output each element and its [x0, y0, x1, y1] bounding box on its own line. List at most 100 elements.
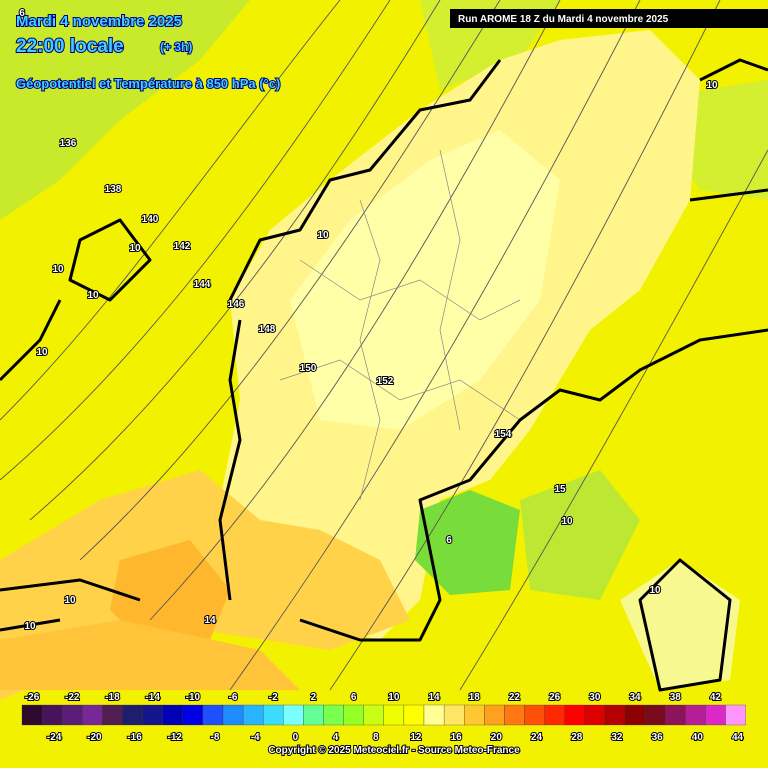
scale-label: 8: [373, 732, 379, 743]
scale-label: -16: [127, 732, 142, 743]
scale-label: -18: [105, 692, 120, 703]
scale-swatch: [62, 704, 83, 726]
scale-swatch: [283, 704, 304, 726]
contour-label: 6: [446, 535, 452, 546]
contour-label: 154: [495, 429, 512, 440]
scale-swatch: [41, 704, 63, 726]
scale-label: -6: [229, 692, 238, 703]
contour-label: 10: [317, 230, 329, 241]
scale-label: 16: [451, 732, 463, 743]
scale-swatch: [102, 704, 123, 726]
scale-swatch: [263, 704, 284, 726]
scale-swatch: [303, 704, 324, 726]
scale-swatch: [323, 704, 344, 726]
scale-swatch: [202, 704, 224, 726]
scale-label: -10: [186, 692, 201, 703]
contour-label: 10: [561, 516, 573, 527]
warm-area: [0, 620, 300, 690]
scale-swatch: [343, 704, 364, 726]
contour-label: 10: [129, 243, 141, 254]
scale-label: 18: [469, 692, 481, 703]
offset: (+ 3h): [160, 40, 192, 54]
scale-label: 4: [333, 732, 339, 743]
scale-label: -14: [145, 692, 160, 703]
scale-swatch: [504, 704, 525, 726]
scale-label: 0: [293, 732, 299, 743]
contour-label: 10: [36, 347, 48, 358]
contour-label: 10: [64, 595, 76, 606]
copyright: Copyright © 2025 Meteociel.fr - Source M…: [268, 745, 520, 756]
contour-label: 138: [105, 184, 122, 195]
scale-swatch: [242, 704, 264, 726]
scale-label: 26: [549, 692, 561, 703]
scale-swatch: [524, 704, 545, 726]
scale-label: 10: [388, 692, 400, 703]
cool-area: [0, 0, 250, 220]
scale-swatch: [122, 704, 143, 726]
contour-label: 150: [300, 363, 317, 374]
scale-swatch: [665, 704, 686, 726]
time: 22:00 locale: [16, 36, 124, 57]
scale-swatch: [383, 704, 405, 726]
contour-label: 142: [174, 241, 191, 252]
scale-label: 36: [652, 732, 664, 743]
scale-swatch: [604, 704, 626, 726]
contour-label: 152: [377, 376, 394, 387]
scale-label: 20: [491, 732, 503, 743]
contour-label: 15: [554, 484, 566, 495]
scale-swatch: [644, 704, 666, 726]
contour-label: 10: [649, 585, 661, 596]
isohypses: [0, 0, 768, 691]
contour-label: 10: [52, 264, 64, 275]
scale-swatch: [363, 704, 384, 726]
scale-label: -8: [210, 732, 219, 743]
scale-label: 44: [732, 732, 744, 743]
scale-swatch: [484, 704, 505, 726]
scale-label: -4: [251, 732, 260, 743]
scale-label: -20: [87, 732, 102, 743]
scale-swatch: [464, 704, 485, 726]
field: Géopotentiel et Température à 850 hPa (°…: [16, 76, 280, 91]
scale-swatch: [21, 704, 43, 726]
contour-label: 14: [204, 615, 216, 626]
scale-label: 30: [589, 692, 601, 703]
contour-label: 144: [194, 279, 211, 290]
scale-swatch: [685, 704, 706, 726]
scale-label: 28: [571, 732, 583, 743]
contour-label: 148: [259, 324, 276, 335]
scale-label: 40: [692, 732, 704, 743]
borders: [279, 149, 521, 501]
scale-label: 42: [710, 692, 722, 703]
contour-label: 10: [87, 290, 99, 301]
scale-label: 14: [428, 692, 440, 703]
scale-swatch: [423, 704, 445, 726]
scale-swatch: [403, 704, 425, 726]
scale-swatch: [705, 704, 726, 726]
scale-swatch: [162, 704, 183, 726]
scale-swatch: [624, 704, 646, 726]
scale-swatch: [544, 704, 565, 726]
scale-label: -12: [168, 732, 183, 743]
scale-swatch: [182, 704, 204, 726]
contour-label: 10: [706, 80, 718, 91]
scale-label: 24: [531, 732, 543, 743]
scale-label: 22: [509, 692, 521, 703]
scale-label: -26: [25, 692, 40, 703]
scale-label: -22: [65, 692, 80, 703]
scale-label: 32: [611, 732, 623, 743]
scale-label: 2: [311, 692, 317, 703]
contour-label: 140: [142, 214, 159, 225]
scale-label: -2: [269, 692, 278, 703]
land-inner: [290, 130, 560, 430]
scale-label: -24: [47, 732, 62, 743]
scale-label: 38: [670, 692, 682, 703]
contour-label: 136: [60, 138, 77, 149]
contour-label: 146: [228, 299, 245, 310]
scale-label: 12: [410, 732, 422, 743]
scale-swatch: [564, 704, 585, 726]
run: Run AROME 18 Z du Mardi 4 novembre 2025: [458, 14, 669, 25]
scale-swatch: [584, 704, 606, 726]
scale-swatch: [82, 704, 103, 726]
island: [620, 560, 740, 690]
